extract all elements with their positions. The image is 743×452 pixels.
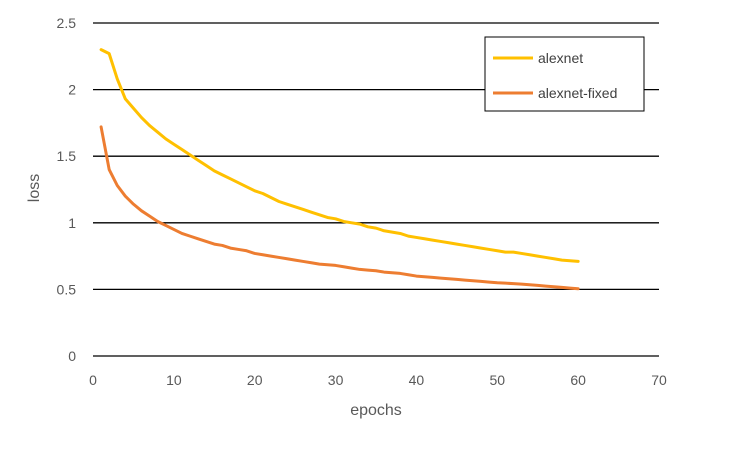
legend-label-alexnet: alexnet	[538, 50, 583, 66]
y-tick-label: 0	[68, 348, 76, 364]
x-tick-label: 10	[166, 372, 182, 388]
y-tick-label: 1.5	[57, 148, 77, 164]
series-lines	[99, 48, 580, 291]
x-tick-label: 60	[570, 372, 586, 388]
series-line-alexnet	[99, 48, 580, 263]
y-axis-title: loss	[26, 174, 43, 202]
legend-box	[484, 36, 645, 112]
x-axis-title: epochs	[350, 402, 402, 419]
x-tick-label: 30	[328, 372, 344, 388]
x-tick-label: 20	[247, 372, 263, 388]
axes: 0 0.5 1 1.5 2 2.5 0 10 20 30 40 50 60 70	[57, 15, 667, 388]
x-tick-label: 0	[89, 372, 97, 388]
y-tick-label: 1	[68, 215, 76, 231]
y-tick-label: 2.5	[57, 15, 77, 31]
x-tick-label: 70	[651, 372, 667, 388]
x-tick-label: 50	[489, 372, 505, 388]
y-tick-label: 0.5	[57, 281, 77, 297]
x-tick-label: 40	[409, 372, 425, 388]
legend-label-alexnet-fixed: alexnet-fixed	[538, 85, 617, 101]
y-tick-label: 2	[68, 82, 76, 98]
legend: alexnet alexnet-fixed	[484, 36, 645, 112]
series-line-alexnet-fixed	[99, 125, 580, 291]
